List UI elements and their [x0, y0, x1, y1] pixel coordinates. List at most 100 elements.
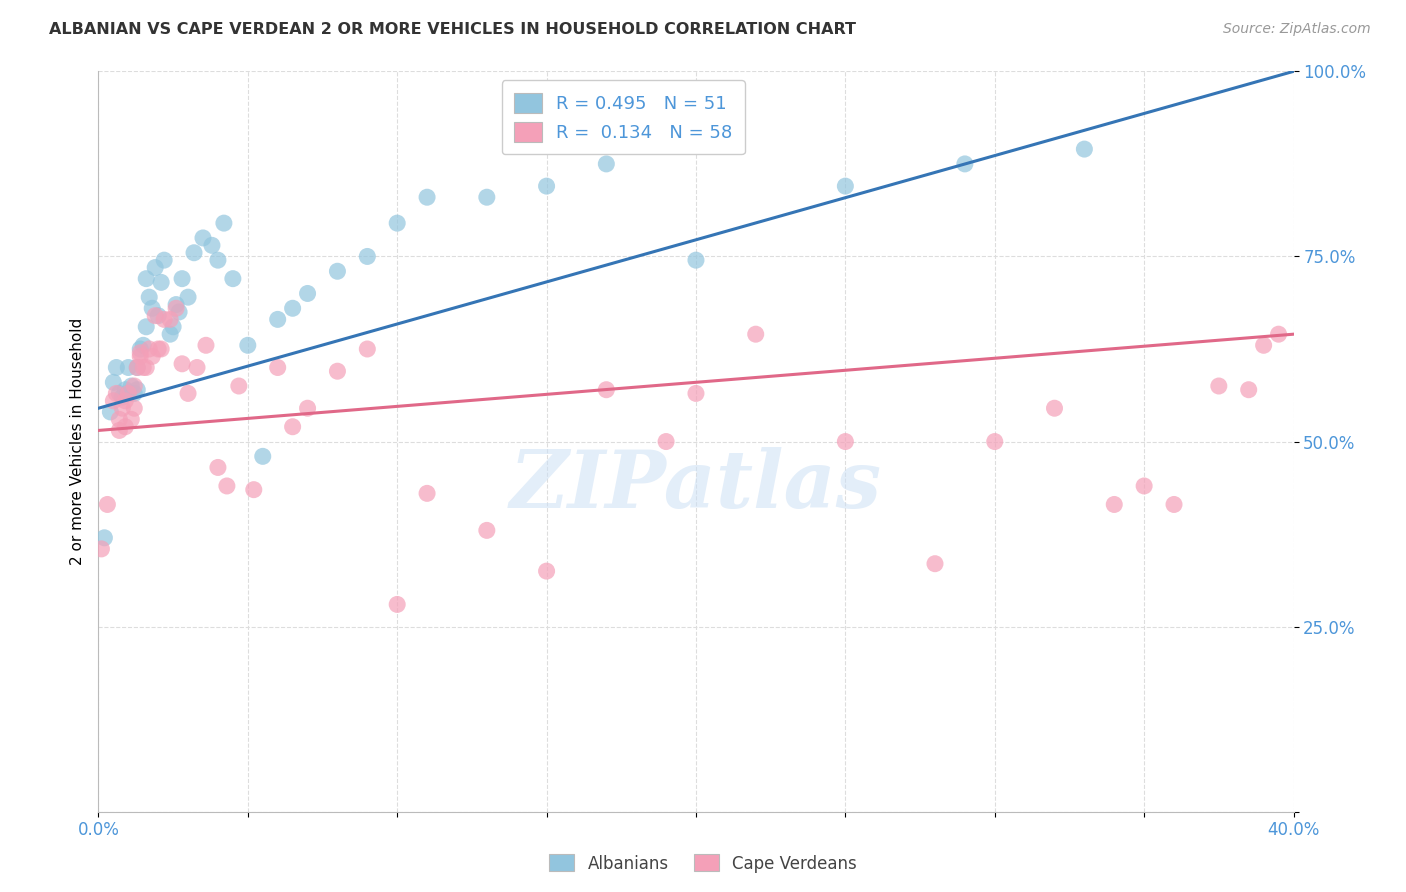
- Point: [281, 301, 304, 316]
- Point: [1208, 379, 1230, 393]
- Point: [475, 190, 498, 204]
- Point: [108, 424, 131, 438]
- Point: [103, 393, 125, 408]
- Legend: Albanians, Cape Verdeans: Albanians, Cape Verdeans: [543, 847, 863, 880]
- Point: [124, 401, 146, 416]
- Point: [148, 309, 170, 323]
- Point: [834, 179, 856, 194]
- Point: [167, 305, 190, 319]
- Point: [114, 393, 136, 408]
- Point: [595, 157, 617, 171]
- Point: [385, 598, 409, 612]
- Point: [105, 386, 128, 401]
- Y-axis label: 2 or more Vehicles in Household: 2 or more Vehicles in Household: [69, 318, 84, 566]
- Point: [153, 312, 176, 326]
- Point: [207, 460, 229, 475]
- Point: [148, 342, 170, 356]
- Point: [924, 557, 946, 571]
- Point: [127, 383, 149, 397]
- Point: [143, 260, 166, 275]
- Point: [191, 231, 214, 245]
- Point: [143, 309, 166, 323]
- Point: [153, 253, 176, 268]
- Point: [150, 276, 173, 290]
- Point: [267, 312, 290, 326]
- Point: [117, 386, 139, 401]
- Point: [108, 386, 131, 401]
- Point: [834, 434, 856, 449]
- Point: [655, 434, 678, 449]
- Point: [141, 350, 163, 364]
- Point: [162, 319, 184, 334]
- Point: [135, 271, 157, 285]
- Point: [129, 342, 152, 356]
- Point: [1073, 142, 1095, 156]
- Point: [222, 271, 245, 285]
- Point: [124, 379, 146, 393]
- Point: [127, 360, 149, 375]
- Point: [132, 360, 155, 375]
- Point: [124, 386, 146, 401]
- Legend: R = 0.495   N = 51, R =  0.134   N = 58: R = 0.495 N = 51, R = 0.134 N = 58: [502, 80, 745, 154]
- Point: [267, 360, 290, 375]
- Point: [685, 253, 707, 268]
- Point: [96, 498, 118, 512]
- Point: [984, 434, 1007, 449]
- Point: [326, 264, 349, 278]
- Point: [207, 253, 229, 268]
- Point: [141, 301, 163, 316]
- Point: [385, 216, 409, 230]
- Point: [195, 338, 218, 352]
- Point: [150, 342, 173, 356]
- Point: [1104, 498, 1126, 512]
- Point: [105, 360, 128, 375]
- Point: [117, 360, 139, 375]
- Point: [416, 190, 439, 204]
- Point: [326, 364, 349, 378]
- Point: [129, 345, 152, 359]
- Text: ZIPatlas: ZIPatlas: [510, 447, 882, 524]
- Point: [129, 350, 152, 364]
- Point: [595, 383, 617, 397]
- Point: [138, 342, 160, 356]
- Point: [98, 405, 122, 419]
- Text: Source: ZipAtlas.com: Source: ZipAtlas.com: [1223, 22, 1371, 37]
- Point: [172, 357, 194, 371]
- Point: [416, 486, 439, 500]
- Point: [536, 179, 558, 194]
- Text: ALBANIAN VS CAPE VERDEAN 2 OR MORE VEHICLES IN HOUSEHOLD CORRELATION CHART: ALBANIAN VS CAPE VERDEAN 2 OR MORE VEHIC…: [49, 22, 856, 37]
- Point: [1237, 383, 1260, 397]
- Point: [117, 386, 139, 401]
- Point: [111, 401, 134, 416]
- Point: [177, 386, 200, 401]
- Point: [114, 383, 136, 397]
- Point: [252, 450, 274, 464]
- Point: [281, 419, 304, 434]
- Point: [685, 386, 707, 401]
- Point: [356, 250, 378, 264]
- Point: [297, 401, 319, 416]
- Point: [127, 360, 149, 375]
- Point: [1133, 479, 1156, 493]
- Point: [114, 419, 136, 434]
- Point: [120, 379, 142, 393]
- Point: [108, 412, 131, 426]
- Point: [111, 390, 134, 404]
- Point: [201, 238, 224, 252]
- Point: [138, 290, 160, 304]
- Point: [183, 245, 205, 260]
- Point: [159, 312, 181, 326]
- Point: [475, 524, 498, 538]
- Point: [1043, 401, 1066, 416]
- Point: [103, 376, 125, 390]
- Point: [186, 360, 208, 375]
- Point: [215, 479, 238, 493]
- Point: [356, 342, 378, 356]
- Point: [172, 271, 194, 285]
- Point: [135, 360, 157, 375]
- Point: [1163, 498, 1185, 512]
- Point: [745, 327, 768, 342]
- Point: [228, 379, 250, 393]
- Point: [1267, 327, 1289, 342]
- Point: [243, 483, 266, 497]
